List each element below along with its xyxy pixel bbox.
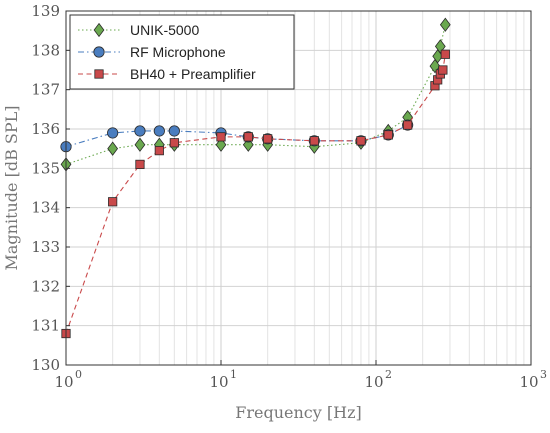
data-point xyxy=(169,138,179,148)
data-point xyxy=(107,141,119,156)
x-axis-label: Frequency [Hz] xyxy=(235,403,362,422)
legend-marker xyxy=(93,46,105,58)
y-tick-label: 135 xyxy=(31,159,60,177)
legend-label: RF Microphone xyxy=(130,44,226,60)
x-tick-label-exponent: 0 xyxy=(75,368,82,381)
legend-marker xyxy=(94,69,104,79)
plot-series xyxy=(60,17,451,339)
data-point xyxy=(434,39,446,54)
data-point xyxy=(383,130,393,140)
data-point xyxy=(107,127,119,139)
data-point xyxy=(168,125,180,137)
y-axis-label: Magnitude [dB SPL] xyxy=(2,105,21,270)
legend-label: BH40 + Preamplifier xyxy=(130,66,256,82)
y-tick-label: 137 xyxy=(31,81,60,99)
y-tick-label: 131 xyxy=(31,317,60,335)
data-point xyxy=(108,197,118,207)
data-point xyxy=(134,137,146,152)
legend-item: UNIK-5000 xyxy=(78,22,199,38)
x-tick-label-base: 10 xyxy=(364,373,383,391)
data-point xyxy=(134,125,146,137)
data-point xyxy=(439,17,451,32)
data-point xyxy=(440,49,450,59)
data-point xyxy=(356,136,366,146)
data-point xyxy=(403,120,413,130)
x-tick-label: 10 1 xyxy=(209,368,237,391)
x-tick-label-base: 10 xyxy=(209,373,228,391)
data-point xyxy=(135,159,145,169)
legend-box xyxy=(69,14,295,90)
data-point xyxy=(309,136,319,146)
legend-item: RF Microphone xyxy=(78,44,226,60)
x-tick-label: 10 0 xyxy=(54,368,82,391)
data-point xyxy=(263,134,273,144)
x-tick-label: 10 2 xyxy=(364,368,392,391)
legend-marker xyxy=(93,22,105,38)
legend: UNIK-5000 RF Microphone BH40 + Preamplifie… xyxy=(69,14,295,90)
legend-label: UNIK-5000 xyxy=(130,22,199,38)
series-line xyxy=(65,54,446,334)
y-tick-label: 134 xyxy=(31,199,60,217)
data-point xyxy=(153,125,165,137)
y-tick-label: 136 xyxy=(31,120,60,138)
x-tick-label-exponent: 2 xyxy=(385,368,392,381)
x-tick-label-exponent: 1 xyxy=(230,368,237,381)
x-tick-label-exponent: 3 xyxy=(540,368,547,381)
legend-item: BH40 + Preamplifier xyxy=(78,66,256,82)
y-tick-label: 133 xyxy=(31,238,60,256)
y-tick-label: 138 xyxy=(31,41,60,59)
y-tick-label: 139 xyxy=(31,2,60,20)
data-point xyxy=(154,146,164,156)
series-2 xyxy=(61,49,450,339)
x-tick-label: 10 3 xyxy=(519,368,547,391)
x-tick-label-base: 10 xyxy=(519,373,538,391)
x-tick-label-base: 10 xyxy=(54,373,73,391)
data-point xyxy=(438,65,448,75)
data-point xyxy=(215,137,227,152)
data-point xyxy=(216,132,226,142)
y-tick-label: 130 xyxy=(31,356,60,374)
data-point xyxy=(243,132,253,142)
plot-frame xyxy=(65,10,532,366)
y-tick-label: 132 xyxy=(31,277,60,295)
